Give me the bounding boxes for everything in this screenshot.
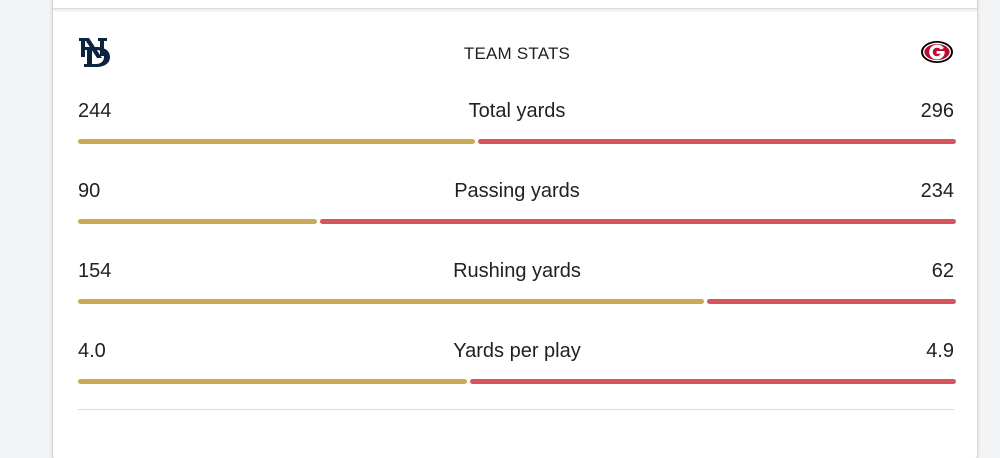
away-stat-value: 296 (920, 100, 954, 122)
away-bar-segment (707, 299, 956, 304)
stat-comparison-bar (78, 139, 956, 144)
home-stat-value: 90 (78, 180, 101, 202)
team-stats-header: TEAM STATS (78, 36, 956, 68)
georgia-logo-icon (921, 41, 953, 63)
home-stat-value: 244 (78, 100, 112, 122)
home-stat-value: 4.0 (78, 340, 106, 362)
stat-row-yards-per-play: 4.0 Yards per play 4.9 (78, 339, 956, 389)
home-bar-segment (78, 379, 467, 384)
away-bar-segment (320, 219, 956, 224)
away-stat-value: 4.9 (926, 340, 954, 362)
section-divider (78, 409, 954, 410)
stat-row-passing-yards: 90 Passing yards 234 (78, 179, 956, 229)
away-bar-segment (478, 139, 956, 144)
stat-comparison-bar (78, 299, 956, 304)
stat-label: Passing yards (454, 180, 580, 202)
stat-comparison-bar (78, 219, 956, 224)
team-stats-card (53, 0, 977, 458)
stat-label: Rushing yards (453, 260, 581, 282)
away-bar-segment (470, 379, 956, 384)
stat-row-rushing-yards: 154 Rushing yards 62 (78, 259, 956, 309)
home-bar-segment (78, 139, 475, 144)
team-stats-title: TEAM STATS (463, 44, 571, 63)
home-bar-segment (78, 299, 704, 304)
notre-dame-logo-icon (79, 38, 110, 67)
stat-comparison-bar (78, 379, 956, 384)
away-stat-value: 234 (920, 180, 954, 202)
stat-label: Yards per play (453, 340, 581, 362)
home-bar-segment (78, 219, 317, 224)
stat-label: Total yards (468, 100, 566, 122)
away-stat-value: 62 (931, 260, 954, 282)
stat-row-total-yards: 244 Total yards 296 (78, 99, 956, 149)
home-stat-value: 154 (78, 260, 112, 282)
card-top-edge (53, 0, 977, 9)
